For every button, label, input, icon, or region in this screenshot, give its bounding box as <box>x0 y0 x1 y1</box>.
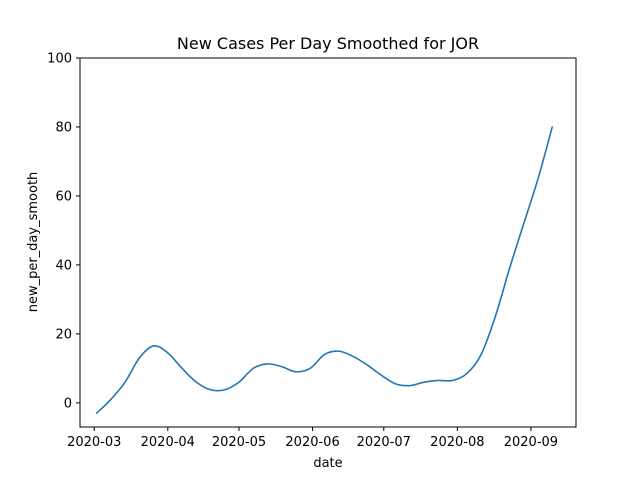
x-tick-label: 2020-07 <box>357 435 411 450</box>
y-tick-label: 20 <box>55 327 72 342</box>
y-tick-label: 0 <box>64 396 72 411</box>
x-tick-label: 2020-06 <box>285 435 339 450</box>
y-tick-label: 100 <box>47 52 72 67</box>
x-tick-label: 2020-05 <box>212 435 266 450</box>
plot-area <box>80 58 576 427</box>
y-tick-label: 40 <box>55 258 72 273</box>
chart-title: New Cases Per Day Smoothed for JOR <box>177 34 479 53</box>
series-line-0 <box>95 126 554 415</box>
x-tick-label: 2020-09 <box>504 435 558 450</box>
x-axis-label: date <box>313 456 342 471</box>
y-tick-label: 60 <box>55 189 72 204</box>
plot-frame <box>79 57 577 428</box>
x-tick-label: 2020-04 <box>141 435 195 450</box>
y-tick-label: 80 <box>55 120 72 135</box>
x-axis: 2020-03 2020-04 2020-05 2020-06 2020-07 2020-… <box>67 427 558 450</box>
y-axis-label: new_per_day_smooth <box>26 172 41 313</box>
series-layer <box>95 126 554 415</box>
x-tick-label: 2020-08 <box>430 435 484 450</box>
x-tick-label: 2020-03 <box>67 435 121 450</box>
y-axis: 0 20 40 60 80 100 <box>47 52 80 411</box>
